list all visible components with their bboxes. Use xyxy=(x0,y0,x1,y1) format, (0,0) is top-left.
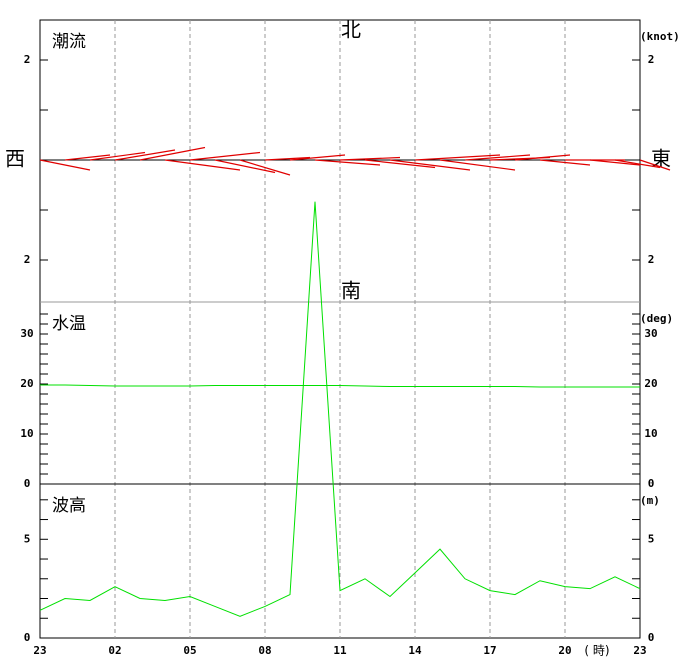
current-vector xyxy=(639,159,671,171)
y-tick-label: 2 xyxy=(648,253,655,266)
y-tick-label: 20 xyxy=(644,377,657,390)
x-tick-label: 08 xyxy=(258,644,271,657)
x-tick-label: 17 xyxy=(483,644,496,657)
y-tick-label: 30 xyxy=(644,327,657,340)
compass-east: 東 xyxy=(651,147,671,171)
current-vector xyxy=(164,159,241,171)
data-line xyxy=(39,201,641,617)
x-tick-label: 02 xyxy=(108,644,121,657)
current-vector xyxy=(514,154,571,161)
current-vector xyxy=(464,154,531,161)
current-vector xyxy=(264,156,311,161)
x-tick-label: 20 xyxy=(558,644,571,657)
current-vector xyxy=(39,159,91,171)
x-tick-label: 05 xyxy=(183,644,196,657)
compass-west: 西 xyxy=(5,147,25,171)
y-tick-label: 0 xyxy=(648,477,655,490)
compass-south: 南 xyxy=(341,279,361,303)
current-vector xyxy=(239,159,291,176)
y-tick-label: 0 xyxy=(24,631,31,644)
unit-label: (m) xyxy=(640,494,660,507)
data-line xyxy=(40,384,640,388)
current-vector xyxy=(439,159,516,171)
unit-label: (deg) xyxy=(640,312,673,325)
y-tick-label: 10 xyxy=(20,427,33,440)
y-tick-label: 30 xyxy=(20,327,33,340)
current-vector xyxy=(114,149,176,161)
current-vector xyxy=(189,151,261,161)
y-tick-label: 0 xyxy=(24,477,31,490)
current-vector xyxy=(589,159,641,166)
y-tick-label: 20 xyxy=(20,377,33,390)
current-vector xyxy=(389,159,471,171)
x-tick-label: 23 xyxy=(33,644,46,657)
y-tick-label: 0 xyxy=(648,631,655,644)
y-tick-label: 10 xyxy=(644,427,657,440)
panel-title: 潮流 xyxy=(52,32,86,52)
unit-label: (knot) xyxy=(640,30,680,43)
y-tick-label: 5 xyxy=(24,532,31,545)
current-vector xyxy=(314,159,381,166)
current-vector xyxy=(64,154,111,161)
compass-north: 北 xyxy=(341,18,361,42)
panel-title: 波高 xyxy=(52,496,86,516)
y-tick-label: 2 xyxy=(24,253,31,266)
current-vector xyxy=(289,154,346,161)
current-vector xyxy=(539,159,591,166)
current-vector xyxy=(214,159,276,174)
y-tick-label: 2 xyxy=(648,53,655,66)
current-vector xyxy=(364,159,436,169)
current-vector xyxy=(139,146,206,161)
current-vector xyxy=(89,151,146,161)
x-axis-label: ( 時) xyxy=(584,644,609,658)
current-vector xyxy=(339,156,401,161)
current-vector xyxy=(614,159,661,169)
y-tick-label: 2 xyxy=(24,53,31,66)
x-tick-label: 23 xyxy=(633,644,646,657)
x-tick-label: 14 xyxy=(408,644,422,657)
y-tick-label: 5 xyxy=(648,532,655,545)
current-vector xyxy=(414,154,501,161)
panel-title: 水温 xyxy=(52,314,86,334)
x-tick-label: 11 xyxy=(333,644,347,657)
